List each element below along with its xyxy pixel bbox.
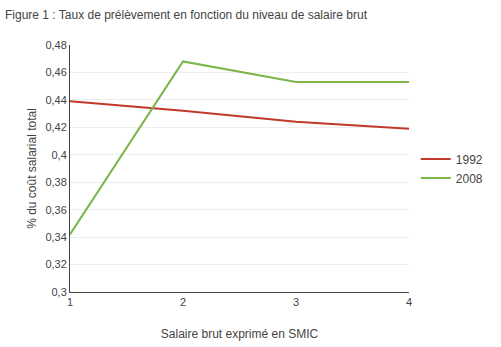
svg-text:0,48: 0,48	[45, 39, 66, 51]
svg-text:0,32: 0,32	[45, 258, 66, 270]
svg-text:0,44: 0,44	[45, 94, 66, 106]
svg-text:0,42: 0,42	[45, 121, 66, 133]
svg-text:0,38: 0,38	[45, 176, 66, 188]
svg-text:0,46: 0,46	[45, 66, 66, 78]
svg-text:0,34: 0,34	[45, 231, 66, 243]
svg-text:3: 3	[293, 296, 299, 308]
svg-text:1: 1	[67, 296, 73, 308]
svg-text:1992: 1992	[456, 153, 483, 167]
svg-text:0,3: 0,3	[52, 286, 67, 298]
svg-text:Salaire brut exprimé en SMIC: Salaire brut exprimé en SMIC	[161, 327, 319, 341]
svg-text:Figure 1 : Taux de prélèvement: Figure 1 : Taux de prélèvement en foncti…	[5, 8, 368, 22]
svg-text:2: 2	[180, 296, 186, 308]
svg-text:% du coût salarial total: % du coût salarial total	[25, 108, 39, 229]
svg-text:0,4: 0,4	[52, 149, 67, 161]
svg-text:0,36: 0,36	[45, 204, 66, 216]
svg-text:4: 4	[406, 296, 412, 308]
svg-text:2008: 2008	[456, 172, 483, 186]
